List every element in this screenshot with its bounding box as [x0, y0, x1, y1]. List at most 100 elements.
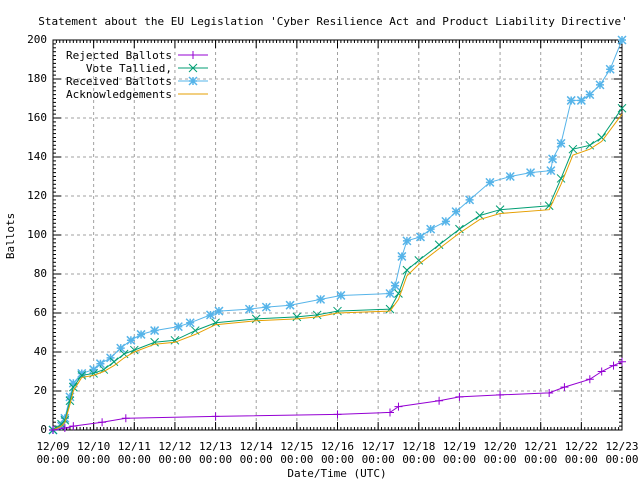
- legend-label: Acknowledgements: [66, 88, 172, 101]
- data-point-marker: [68, 378, 78, 388]
- data-point-marker: [77, 371, 87, 380]
- y-tick-label: 40: [34, 345, 47, 358]
- data-point-marker: [211, 318, 220, 328]
- data-point-marker: [49, 426, 57, 434]
- data-point-marker: [261, 302, 271, 312]
- y-axis-label: Ballots: [4, 213, 17, 259]
- chart-title: Statement about the EU Legislation 'Cybe…: [38, 15, 627, 28]
- x-tick-time-label: 00:00: [240, 453, 273, 466]
- x-tick-time-label: 00:00: [443, 453, 476, 466]
- data-point-marker: [451, 207, 461, 217]
- x-tick-time-label: 00:00: [362, 453, 395, 466]
- x-tick-label: 12/19: [443, 440, 476, 453]
- data-point-marker: [545, 388, 554, 397]
- x-tick-label: 12/20: [484, 440, 517, 453]
- y-tick-label: 140: [27, 150, 47, 163]
- data-point-marker: [568, 144, 578, 154]
- data-point-marker: [244, 304, 254, 314]
- y-tick-label: 160: [27, 111, 47, 124]
- data-point-marker: [595, 80, 605, 90]
- y-tick-label: 20: [34, 384, 47, 397]
- x-tick-time-label: 00:00: [158, 453, 191, 466]
- data-point-marker: [414, 255, 424, 265]
- data-point-marker: [526, 168, 536, 178]
- data-point-marker: [98, 418, 107, 427]
- y-tick-label: 200: [27, 33, 47, 46]
- data-point-marker: [129, 345, 139, 355]
- data-point-marker: [336, 290, 346, 300]
- x-tick-time-label: 00:00: [402, 453, 435, 466]
- data-point-marker: [285, 300, 295, 310]
- data-point-marker: [546, 166, 556, 176]
- x-tick-label: 12/10: [77, 440, 110, 453]
- data-point-marker: [60, 413, 70, 423]
- data-point-marker: [121, 414, 130, 423]
- data-point-marker: [65, 392, 75, 402]
- data-point-marker: [89, 365, 99, 375]
- data-point-marker: [441, 216, 451, 226]
- data-point-marker: [585, 140, 595, 150]
- x-tick-label: 12/12: [158, 440, 191, 453]
- data-point-marker: [211, 412, 220, 421]
- legend-marker: [188, 76, 198, 86]
- data-point-marker: [397, 251, 407, 261]
- data-point-marker: [292, 312, 302, 322]
- data-point-marker: [136, 329, 146, 339]
- data-point-marker: [333, 410, 342, 419]
- y-tick-label: 60: [34, 306, 47, 319]
- data-point-marker: [435, 396, 444, 405]
- data-point-marker: [205, 310, 216, 320]
- data-point-marker: [465, 195, 475, 205]
- data-point-marker: [68, 382, 78, 392]
- data-point-marker: [126, 335, 136, 345]
- legend-marker: [188, 63, 198, 73]
- data-point-marker: [548, 154, 558, 164]
- data-point-marker: [116, 343, 126, 353]
- data-point-marker: [394, 402, 403, 411]
- data-point-marker: [556, 138, 566, 148]
- data-point-marker: [316, 294, 326, 304]
- legend-label: Vote Tallied,: [86, 62, 172, 75]
- x-tick-label: 12/16: [321, 440, 354, 453]
- x-tick-time-label: 00:00: [605, 453, 638, 466]
- data-point-marker: [585, 375, 594, 384]
- data-point-marker: [455, 392, 464, 401]
- x-tick-time-label: 00:00: [321, 453, 354, 466]
- data-point-marker: [585, 90, 595, 100]
- data-point-marker: [69, 422, 78, 431]
- data-point-marker: [385, 408, 394, 417]
- data-point-marker: [597, 367, 606, 376]
- data-point-marker: [385, 288, 395, 299]
- data-point-marker: [556, 174, 566, 183]
- data-point-marker: [109, 357, 119, 367]
- data-point-marker: [415, 232, 426, 242]
- data-point-marker: [505, 171, 515, 182]
- x-tick-label: 12/21: [524, 440, 557, 453]
- data-point-marker: [60, 415, 70, 425]
- series-line: [52, 113, 623, 431]
- data-point-marker: [60, 424, 69, 433]
- y-tick-label: 180: [27, 72, 47, 85]
- x-axis-label: Date/Time (UTC): [287, 467, 386, 480]
- data-point-marker: [65, 396, 75, 406]
- legend-label: Received Ballots: [66, 75, 172, 88]
- data-point-marker: [434, 240, 444, 250]
- y-tick-label: 100: [27, 228, 47, 241]
- data-point-marker: [95, 359, 105, 369]
- data-point-marker: [618, 357, 626, 366]
- x-tick-time-label: 00:00: [484, 453, 517, 466]
- legend-marker: [189, 51, 197, 59]
- x-tick-label: 12/18: [402, 440, 435, 453]
- x-tick-time-label: 00:00: [77, 453, 110, 466]
- x-tick-label: 12/22: [565, 440, 598, 453]
- x-tick-label: 12/14: [240, 440, 273, 453]
- x-tick-label: 12/17: [362, 440, 395, 453]
- x-tick-time-label: 00:00: [199, 453, 232, 466]
- x-tick-label: 12/11: [118, 440, 151, 453]
- data-point-marker: [214, 306, 224, 316]
- x-tick-time-label: 00:00: [36, 453, 69, 466]
- data-point-marker: [605, 64, 615, 74]
- x-tick-label: 12/15: [280, 440, 313, 453]
